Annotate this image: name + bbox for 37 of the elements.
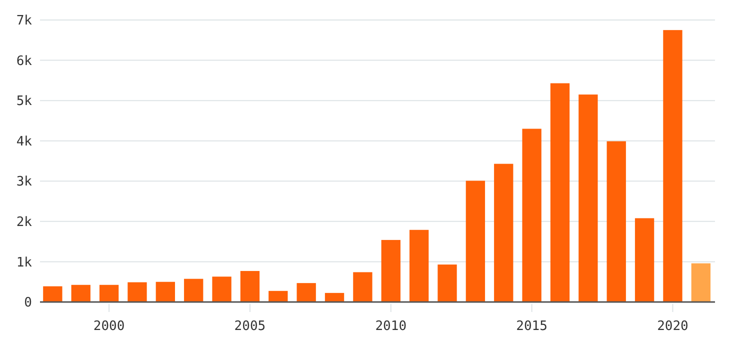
bar bbox=[128, 282, 147, 302]
y-tick-label: 7k bbox=[16, 14, 32, 29]
y-tick-label: 3k bbox=[16, 174, 32, 190]
y-tick-label: 5k bbox=[16, 94, 32, 110]
bar bbox=[606, 141, 626, 302]
x-tick-label: 2005 bbox=[234, 319, 266, 334]
bar bbox=[71, 284, 90, 302]
bar bbox=[578, 94, 598, 302]
y-tick-label: 2k bbox=[16, 214, 32, 230]
bar bbox=[522, 128, 542, 302]
bar bbox=[438, 264, 457, 302]
y-tick-label: 4k bbox=[16, 134, 32, 150]
bar bbox=[99, 284, 119, 302]
y-tick-label: 1k bbox=[16, 255, 32, 270]
bar bbox=[550, 83, 570, 302]
bar bbox=[212, 276, 232, 302]
x-tick-label: 2000 bbox=[93, 319, 125, 334]
bar bbox=[663, 30, 682, 302]
bar bbox=[43, 286, 62, 302]
bar bbox=[466, 180, 486, 302]
x-tick-label: 2020 bbox=[657, 319, 688, 334]
x-tick-label: 2015 bbox=[516, 319, 548, 334]
bar bbox=[691, 263, 710, 302]
bar bbox=[353, 272, 372, 302]
y-tick-label: 6k bbox=[16, 54, 32, 69]
y-tick-label: 0 bbox=[24, 296, 32, 311]
bar bbox=[634, 218, 654, 302]
bar bbox=[296, 283, 316, 302]
bar bbox=[184, 278, 204, 302]
x-tick-label: 2010 bbox=[375, 319, 407, 334]
bar bbox=[156, 282, 175, 302]
bar bbox=[409, 230, 429, 302]
bar bbox=[240, 270, 260, 302]
bar bbox=[324, 292, 344, 302]
bar bbox=[381, 240, 400, 302]
bar bbox=[494, 164, 514, 302]
bar bbox=[268, 290, 288, 302]
